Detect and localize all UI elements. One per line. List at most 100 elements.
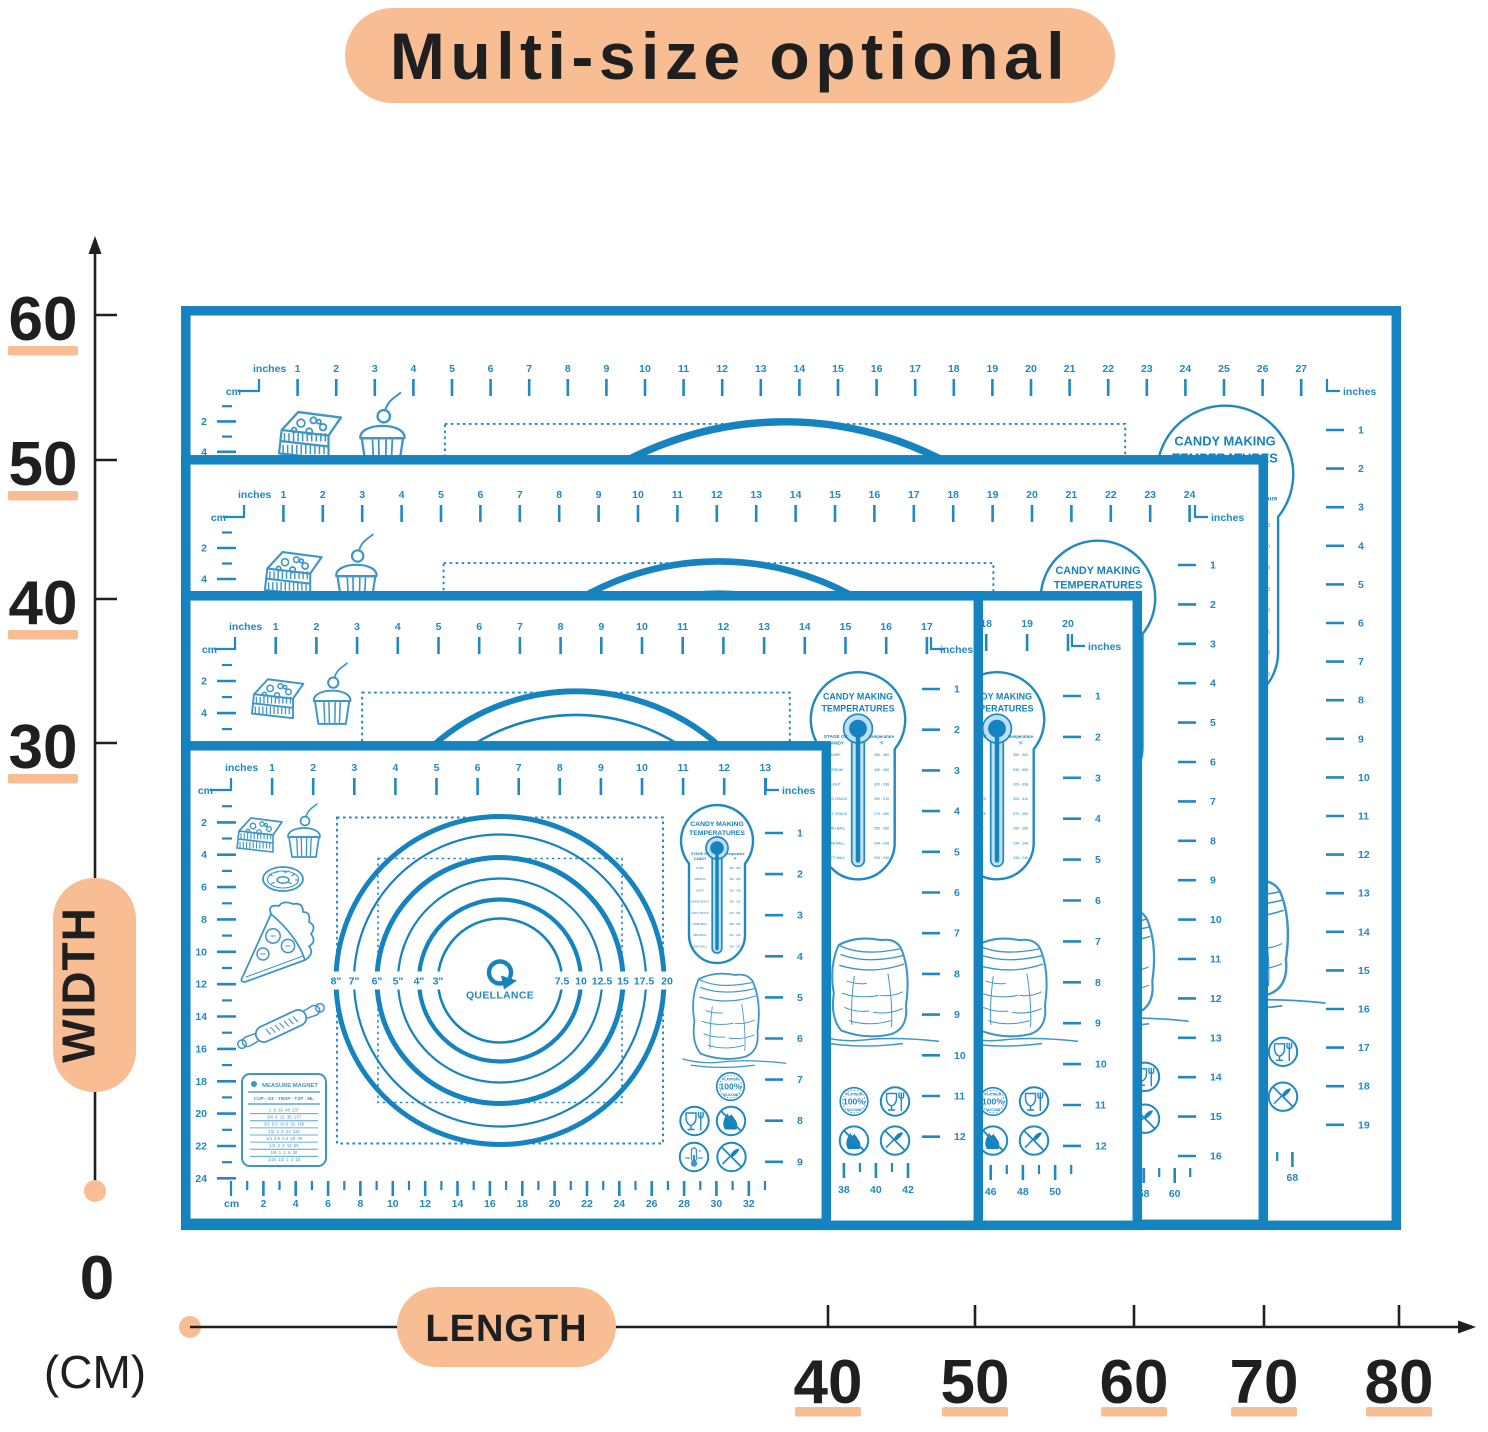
- svg-text:14: 14: [1210, 1072, 1222, 1084]
- svg-text:CANDY: CANDY: [694, 857, 707, 861]
- svg-text:20: 20: [1026, 489, 1038, 501]
- svg-text:48: 48: [1017, 1186, 1029, 1198]
- svg-text:19: 19: [1021, 618, 1033, 630]
- svg-text:320 - 338: 320 - 338: [874, 783, 889, 787]
- svg-text:60: 60: [1169, 1188, 1181, 1200]
- svg-text:8: 8: [954, 968, 960, 980]
- svg-text:320 - 338: 320 - 338: [729, 888, 741, 892]
- svg-text:inches: inches: [229, 621, 262, 633]
- svg-text:CANDY MAKING: CANDY MAKING: [1174, 434, 1275, 449]
- svg-text:12: 12: [711, 489, 723, 501]
- svg-text:9: 9: [1358, 733, 1364, 745]
- svg-text:6: 6: [201, 882, 207, 894]
- svg-text:21: 21: [1066, 489, 1078, 501]
- svg-text:1: 1: [1095, 691, 1101, 703]
- svg-text:8: 8: [558, 621, 564, 633]
- svg-text:60: 60: [1100, 1348, 1169, 1417]
- svg-text:26: 26: [1257, 363, 1269, 375]
- svg-text:13: 13: [759, 762, 771, 774]
- svg-text:6: 6: [325, 1198, 331, 1210]
- svg-text:2: 2: [201, 543, 207, 555]
- svg-text:4: 4: [1358, 540, 1364, 552]
- svg-text:14: 14: [790, 489, 802, 501]
- svg-text:16: 16: [484, 1198, 496, 1210]
- svg-text:19: 19: [987, 489, 999, 501]
- svg-text:inches: inches: [1343, 386, 1376, 398]
- svg-text:1: 1: [1358, 425, 1364, 437]
- svg-text:SILICONE: SILICONE: [846, 1108, 861, 1112]
- svg-text:DARK: DARK: [831, 753, 841, 757]
- svg-text:340 - 350: 340 - 350: [874, 768, 889, 772]
- svg-text:30: 30: [9, 713, 78, 782]
- svg-text:2: 2: [201, 817, 207, 829]
- svg-text:inches: inches: [253, 363, 286, 375]
- svg-text:24: 24: [1184, 489, 1196, 501]
- svg-text:11: 11: [678, 762, 689, 774]
- svg-text:TEMPERATURES: TEMPERATURES: [689, 830, 745, 837]
- svg-text:8: 8: [557, 762, 563, 774]
- svg-text:24: 24: [613, 1198, 625, 1210]
- svg-text:12: 12: [1095, 1140, 1107, 1152]
- svg-text:inches: inches: [238, 489, 271, 501]
- svg-text:18: 18: [1358, 1081, 1370, 1093]
- svg-text:350 - 360: 350 - 360: [1013, 753, 1028, 757]
- svg-text:7.5: 7.5: [555, 976, 570, 988]
- svg-text:PLATINUM: PLATINUM: [722, 1077, 739, 1081]
- svg-text:100%: 100%: [843, 1097, 865, 1107]
- svg-text:3": 3": [433, 976, 444, 988]
- svg-text:1: 1: [1210, 560, 1216, 572]
- svg-text:23: 23: [1144, 489, 1156, 501]
- svg-text:3: 3: [354, 621, 360, 633]
- svg-text:4: 4: [954, 806, 960, 818]
- svg-text:17: 17: [909, 363, 921, 375]
- svg-text:9: 9: [598, 762, 604, 774]
- svg-text:10: 10: [954, 1050, 966, 1062]
- svg-text:270 - 290: 270 - 290: [874, 812, 889, 816]
- svg-text:9: 9: [1210, 875, 1216, 887]
- svg-text:1: 1: [954, 684, 960, 696]
- svg-text:1/8 1 2 6 30: 1/8 1 2 6 30: [271, 1150, 298, 1155]
- svg-text:13: 13: [758, 621, 770, 633]
- svg-text:18: 18: [948, 363, 960, 375]
- svg-text:inches: inches: [1088, 641, 1121, 653]
- svg-text:6: 6: [1210, 757, 1216, 769]
- svg-text:5: 5: [434, 762, 440, 774]
- svg-text:inches: inches: [225, 762, 258, 774]
- svg-text:27: 27: [1295, 363, 1307, 375]
- svg-text:6: 6: [488, 363, 494, 375]
- svg-text:cm: cm: [202, 644, 217, 656]
- svg-text:5: 5: [1358, 579, 1364, 591]
- svg-text:2: 2: [1210, 599, 1216, 611]
- svg-text:LIGHT: LIGHT: [830, 783, 841, 787]
- svg-text:7: 7: [516, 762, 522, 774]
- svg-text:STAGE OF: STAGE OF: [824, 734, 848, 740]
- svg-text:10: 10: [195, 946, 207, 958]
- svg-text:234 - 240: 234 - 240: [1013, 856, 1028, 860]
- svg-text:17: 17: [1358, 1042, 1370, 1054]
- svg-text:2: 2: [797, 869, 803, 881]
- svg-text:0: 0: [80, 1244, 114, 1313]
- svg-text:QUELLANCE: QUELLANCE: [466, 990, 534, 1002]
- svg-text:11: 11: [1095, 1100, 1106, 1112]
- svg-text:CANDY MAKING: CANDY MAKING: [1056, 565, 1141, 577]
- svg-text:15: 15: [840, 621, 852, 633]
- svg-text:340 - 350: 340 - 350: [729, 877, 741, 881]
- svg-text:16: 16: [880, 621, 892, 633]
- svg-text:1: 1: [280, 489, 286, 501]
- svg-text:2: 2: [320, 489, 326, 501]
- svg-text:50: 50: [1049, 1186, 1061, 1198]
- svg-text:22: 22: [581, 1198, 593, 1210]
- svg-text:17: 17: [921, 621, 933, 633]
- svg-text:1 8 16 48 237: 1 8 16 48 237: [269, 1108, 300, 1113]
- svg-text:3: 3: [359, 489, 365, 501]
- svg-text:9: 9: [1095, 1018, 1101, 1030]
- svg-text:LENGTH: LENGTH: [425, 1308, 587, 1350]
- svg-text:14: 14: [794, 363, 806, 375]
- svg-text:70: 70: [1230, 1348, 1299, 1417]
- svg-text:MEDIUM: MEDIUM: [695, 877, 707, 881]
- svg-text:Multi-size optional: Multi-size optional: [390, 19, 1070, 93]
- svg-text:4: 4: [392, 762, 398, 774]
- svg-text:4: 4: [201, 708, 207, 720]
- svg-text:HARD BALL: HARD BALL: [693, 922, 708, 926]
- svg-text:14: 14: [1358, 926, 1370, 938]
